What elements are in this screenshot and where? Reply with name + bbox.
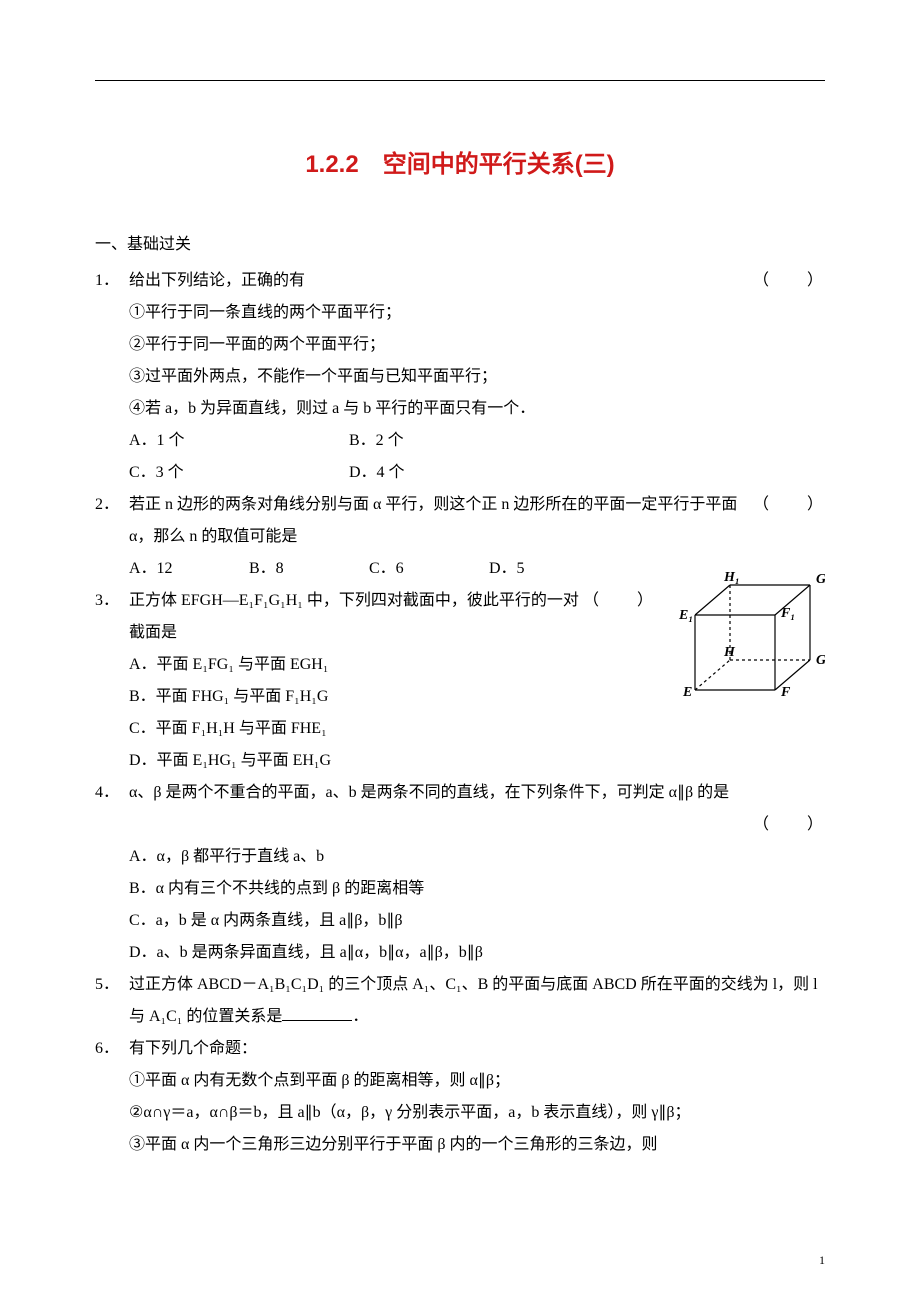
q5-tail: ． <box>352 1008 368 1025</box>
q3-options: A．平面 E₁FG₁ 与平面 EGH₁ B．平面 FHG₁ 与平面 F₁H₁G … <box>129 649 655 777</box>
q2-number: 2． <box>95 489 129 521</box>
page-title: 1.2.2 空间中的平行关系(三) <box>95 141 825 189</box>
q4-option-A: A．α，β 都平行于直线 a、b <box>129 841 825 873</box>
section-heading: 一、基础过关 <box>95 229 825 261</box>
q6-sub1: ①平面 α 内有无数个点到平面 β 的距离相等，则 α∥β； <box>129 1065 825 1097</box>
q3-number: 3． <box>95 585 129 617</box>
q1-options: A．1 个 B．2 个 C．3 个 D．4 个 <box>129 425 825 489</box>
svg-text:H₁: H₁ <box>723 570 740 585</box>
q6-sub3: ③平面 α 内一个三角形三边分别平行于平面 β 内的一个三角形的三条边，则 <box>95 1129 825 1161</box>
q4-option-C: C．a，b 是 α 内两条直线，且 a∥β，b∥β <box>129 905 825 937</box>
q4-option-D: D．a、b 是两条异面直线，且 a∥α，b∥α，a∥β，b∥β <box>129 937 825 969</box>
q6-number: 6． <box>95 1033 129 1065</box>
q1-sub1: ①平行于同一条直线的两个平面平行； <box>129 297 825 329</box>
q6-sub2: ②α∩γ＝a，α∩β＝b，且 a∥b（α，β，γ 分别表示平面，a，b 表示直线… <box>95 1097 825 1129</box>
q1-sub3: ③过平面外两点，不能作一个平面与已知平面平行； <box>129 361 825 393</box>
q1-number: 1． <box>95 265 129 297</box>
cube-figure: E F G H E₁ F₁ G₁ H₁ <box>675 570 825 712</box>
svg-text:F: F <box>780 685 791 700</box>
q5-stem: 过正方体 ABCD－A₁B₁C₁D₁ 的三个顶点 A₁、C₁、B 的平面与底面 … <box>129 976 818 1025</box>
svg-text:F₁: F₁ <box>780 606 795 621</box>
q2-option-A: A．12 <box>129 553 249 585</box>
q3-option-A: A．平面 E₁FG₁ 与平面 EGH₁ <box>129 649 655 681</box>
question-1: 1． 给出下列结论，正确的有 （ ） ①平行于同一条直线的两个平面平行； ②平行… <box>95 265 825 489</box>
q4-stem: α、β 是两个不重合的平面，a、b 是两条不同的直线，在下列条件下，可判定 α∥… <box>129 777 825 809</box>
top-rule <box>95 80 825 81</box>
svg-text:H: H <box>723 645 736 660</box>
q3-paren: （ ） <box>583 585 655 649</box>
q1-option-B: B．2 个 <box>349 425 549 457</box>
q4-option-B: B．α 内有三个不共线的点到 β 的距离相等 <box>129 873 825 905</box>
q1-sub2: ②平行于同一平面的两个平面平行； <box>129 329 825 361</box>
q4-options: A．α，β 都平行于直线 a、b B．α 内有三个不共线的点到 β 的距离相等 … <box>95 841 825 969</box>
q6-stem: 有下列几个命题： <box>129 1033 825 1065</box>
q4-number: 4． <box>95 777 129 809</box>
q2-paren: （ ） <box>753 489 825 553</box>
question-5: 5． 过正方体 ABCD－A₁B₁C₁D₁ 的三个顶点 A₁、C₁、B 的平面与… <box>95 969 825 1033</box>
q1-sub4: ④若 a，b 为异面直线，则过 a 与 b 平行的平面只有一个． <box>129 393 825 425</box>
q1-stem: 给出下列结论，正确的有 <box>129 265 753 297</box>
svg-text:E₁: E₁ <box>678 608 693 623</box>
svg-text:E: E <box>682 685 692 700</box>
q2-stem: 若正 n 边形的两条对角线分别与面 α 平行，则这个正 n 边形所在的平面一定平… <box>129 489 753 553</box>
q4-paren: （ ） <box>753 809 825 841</box>
q3-option-D: D．平面 E₁HG₁ 与平面 EH₁G <box>129 745 655 777</box>
page-number: 1 <box>819 1248 825 1272</box>
q2-option-D: D．5 <box>489 553 609 585</box>
q3-option-B: B．平面 FHG₁ 与平面 F₁H₁G <box>129 681 655 713</box>
q5-number: 5． <box>95 969 129 1001</box>
q1-paren: （ ） <box>753 265 825 297</box>
q1-option-C: C．3 个 <box>129 457 349 489</box>
q3-stem: 正方体 EFGH—E₁F₁G₁H₁ 中，下列四对截面中，彼此平行的一对截面是 <box>129 585 583 649</box>
q1-option-D: D．4 个 <box>349 457 549 489</box>
q5-blank <box>282 1004 352 1021</box>
question-6: 6． 有下列几个命题： ①平面 α 内有无数个点到平面 β 的距离相等，则 α∥… <box>95 1033 825 1097</box>
question-4: 4． α、β 是两个不重合的平面，a、b 是两条不同的直线，在下列条件下，可判定… <box>95 777 825 969</box>
q2-option-C: C．6 <box>369 553 489 585</box>
q1-option-A: A．1 个 <box>129 425 349 457</box>
svg-text:G₁: G₁ <box>816 572 825 587</box>
q3-option-C: C．平面 F₁H₁H 与平面 FHE₁ <box>129 713 655 745</box>
q2-option-B: B．8 <box>249 553 369 585</box>
svg-text:G: G <box>816 653 825 668</box>
